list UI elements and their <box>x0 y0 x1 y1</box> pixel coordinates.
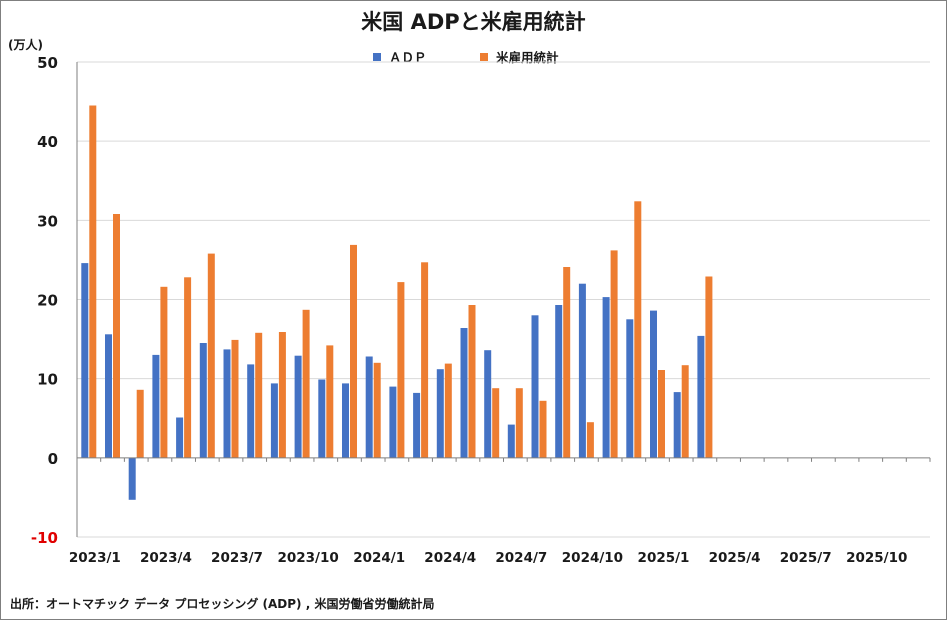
y-tick-label: 40 <box>37 133 58 151</box>
x-tick-label: 2023/10 <box>277 550 338 566</box>
bar-nfp-2023/9 <box>278 332 286 458</box>
x-tick-label: 2025/7 <box>780 550 832 566</box>
bar-adp-2023/7 <box>223 349 231 458</box>
bar-adp-2024/7 <box>507 424 515 458</box>
bar-nfp-2024/4 <box>444 363 452 458</box>
legend-swatch-nfp <box>480 52 488 61</box>
bar-adp-2023/8 <box>247 364 255 458</box>
bar-nfp-2024/10 <box>586 422 594 458</box>
bar-nfp-2024/3 <box>421 262 429 458</box>
bar-adp-2025/2 <box>673 392 681 458</box>
legend-item-nfp: 米雇用統計 <box>480 47 559 66</box>
bar-nfp-2023/5 <box>184 277 192 458</box>
bar-adp-2023/3 <box>128 457 136 500</box>
y-tick-label: 10 <box>37 371 58 389</box>
bar-nfp-2023/11 <box>326 345 334 458</box>
bar-nfp-2025/1 <box>658 370 665 458</box>
x-tick-label: 2023/1 <box>69 550 121 566</box>
bar-adp-2025/3 <box>697 335 705 458</box>
bar-adp-2023/5 <box>176 417 184 458</box>
chart-title: 米国 ADPと米雇用統計 <box>361 10 586 34</box>
bar-adp-2024/3 <box>413 392 421 458</box>
bar-nfp-2024/7 <box>515 388 523 458</box>
bar-adp-2023/12 <box>342 383 349 458</box>
x-tick-label: 2023/4 <box>140 550 192 566</box>
bar-adp-2024/12 <box>626 319 634 458</box>
bar-nfp-2024/5 <box>468 305 476 458</box>
bar-nfp-2023/8 <box>255 332 263 458</box>
bar-nfp-2024/8 <box>539 400 547 458</box>
bar-nfp-2023/10 <box>302 309 310 458</box>
bar-adp-2024/1 <box>365 356 373 458</box>
source-note: 出所：オートマチック データ プロセッシング (ADP) , 米国労働省労働統計… <box>10 597 435 611</box>
bar-nfp-2023/4 <box>160 286 168 458</box>
x-tick-label: 2025/1 <box>638 550 690 566</box>
y-tick-label: 50 <box>37 54 58 72</box>
bar-adp-2024/8 <box>531 315 539 458</box>
bar-nfp-2023/3 <box>136 389 144 458</box>
bar-adp-2023/11 <box>318 379 326 458</box>
x-tick-label: 2024/7 <box>495 550 547 566</box>
bar-adp-2024/10 <box>578 283 586 458</box>
bar-adp-2024/4 <box>436 369 444 458</box>
y-tick-label: 20 <box>37 292 58 310</box>
y-tick-label: 0 <box>48 450 58 468</box>
bar-nfp-2025/3 <box>705 276 713 458</box>
legend-swatch-adp <box>373 52 381 61</box>
bar-adp-2024/11 <box>602 297 610 458</box>
bar-adp-2023/6 <box>199 343 207 458</box>
bar-adp-2023/4 <box>152 354 160 458</box>
bar-nfp-2024/12 <box>634 201 642 458</box>
y-axis-unit-label: (万人) <box>8 38 43 52</box>
bar-nfp-2024/11 <box>610 250 618 458</box>
y-tick-label: 30 <box>37 212 58 230</box>
bar-adp-2023/1 <box>81 263 89 458</box>
bar-adp-2024/6 <box>484 350 492 458</box>
x-tick-label: 2025/10 <box>846 550 907 566</box>
x-tick-label: 2023/7 <box>211 550 263 566</box>
bar-nfp-2024/6 <box>492 388 500 458</box>
bar-nfp-2025/2 <box>681 365 689 458</box>
x-tick-label: 2024/4 <box>424 550 476 566</box>
bar-nfp-2023/2 <box>113 214 120 458</box>
bar-nfp-2023/12 <box>350 244 357 458</box>
bar-nfp-2024/9 <box>563 267 571 458</box>
bar-adp-2025/1 <box>650 310 657 458</box>
legend-item-adp: ＡＤＰ <box>373 47 427 66</box>
bar-adp-2024/2 <box>389 386 397 458</box>
bar-nfp-2023/1 <box>89 105 97 458</box>
bar-adp-2023/2 <box>105 334 112 458</box>
bar-nfp-2023/7 <box>231 339 239 458</box>
bar-adp-2023/9 <box>270 383 278 458</box>
bar-adp-2024/5 <box>460 328 468 458</box>
bar-nfp-2023/6 <box>207 253 215 458</box>
bar-nfp-2024/2 <box>397 282 405 458</box>
bar-nfp-2024/1 <box>373 362 381 458</box>
y-tick-label: -10 <box>31 529 58 547</box>
x-tick-label: 2024/10 <box>562 550 623 566</box>
bar-adp-2023/10 <box>294 355 302 458</box>
x-tick-label: 2025/4 <box>709 550 761 566</box>
legend-label-nfp: 米雇用統計 <box>496 50 559 65</box>
legend-label-adp: ＡＤＰ <box>389 50 427 65</box>
bar-adp-2024/9 <box>555 305 563 458</box>
x-tick-label: 2024/1 <box>353 550 405 566</box>
